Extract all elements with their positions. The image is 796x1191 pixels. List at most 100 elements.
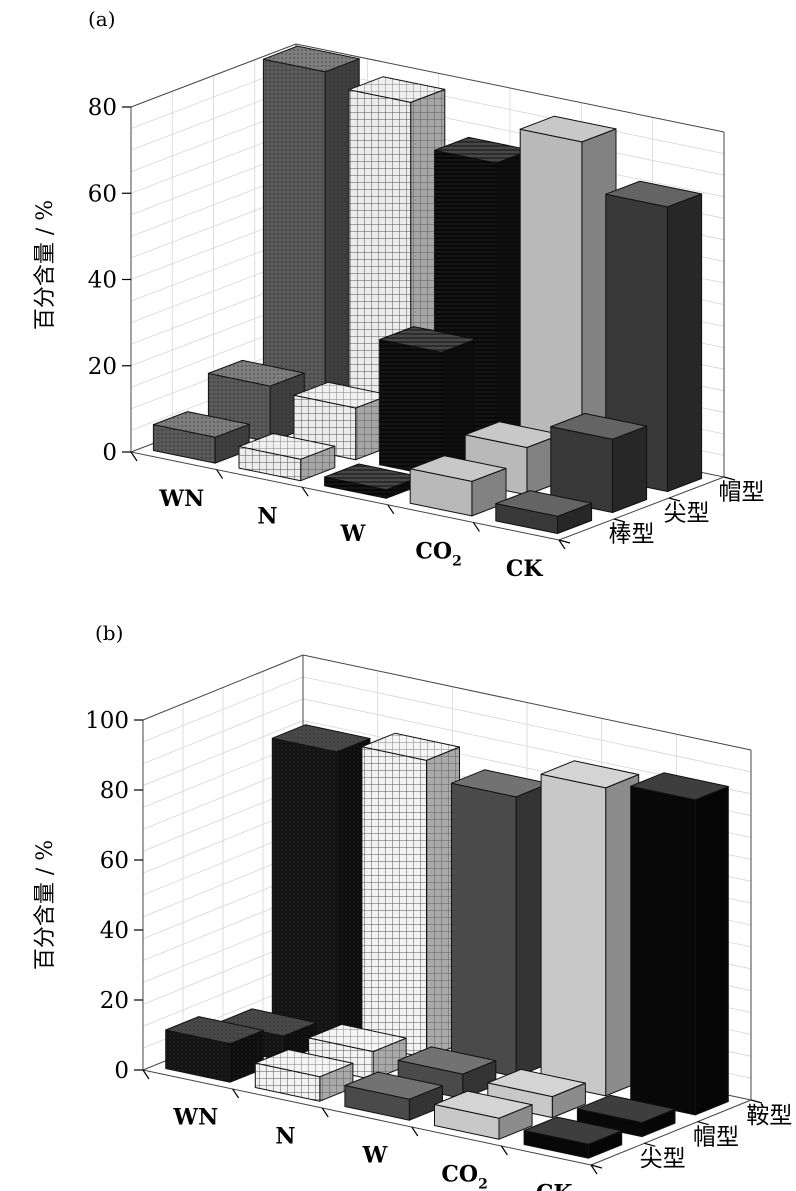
z-tick (613, 518, 626, 523)
z-tick-label: 帽型 (719, 480, 765, 506)
bar-texture (272, 724, 370, 752)
bar-texture (324, 464, 421, 490)
z-tick (750, 1099, 763, 1104)
y-tick-label: 60 (88, 181, 117, 207)
x-tick-label: N (275, 1124, 295, 1150)
bar-texture (239, 446, 301, 481)
y-tick-label: 20 (88, 354, 117, 380)
bar-texture (319, 1063, 353, 1102)
bar-WN-帽型 (262, 45, 360, 422)
y-tick-label: 0 (102, 440, 117, 466)
bar-texture (308, 1024, 407, 1052)
bar-N-鞍型 (361, 732, 460, 1059)
x-tick-label: WN (172, 1105, 218, 1131)
x-tick-label: CO2 (415, 539, 461, 570)
bar-texture (153, 411, 250, 438)
bar-texture (255, 1049, 353, 1077)
z-tick-label: 帽型 (693, 1125, 739, 1151)
z-tick-label: 鞍型 (746, 1103, 792, 1129)
x-tick-label: CO2 (441, 1162, 487, 1191)
bar-CO2-尖型 (434, 1090, 533, 1140)
z-tick (697, 1121, 709, 1126)
bar-WN-鞍型 (271, 724, 371, 1040)
x-tick (142, 1069, 150, 1080)
bar-texture (255, 1063, 320, 1102)
bar-top-face (540, 760, 640, 789)
x-tick (216, 469, 224, 479)
bar-texture (219, 1008, 317, 1037)
bar-CO2-尖型 (464, 421, 562, 496)
y-axis-title: 百分含量 / % (33, 200, 58, 330)
bar-CO2-棒型 (409, 455, 507, 517)
bar-WN-棒型 (152, 411, 250, 464)
y-tick-label: 20 (100, 988, 129, 1014)
z-tick-label: 棒型 (609, 522, 655, 548)
axis-frame-line (558, 476, 725, 541)
bar-top-face (487, 1068, 586, 1098)
bar-top-face (605, 180, 703, 208)
bar-top-face (550, 413, 648, 440)
axis-frame-line (130, 451, 560, 541)
z-tick (558, 539, 571, 544)
x-tick (472, 522, 480, 532)
axis-frame-line (590, 1099, 752, 1166)
bar-top-face (630, 772, 729, 801)
bar-texture (379, 326, 476, 353)
bar-texture (324, 477, 387, 499)
bar-texture (215, 424, 250, 464)
bar-texture (379, 339, 442, 478)
bar-front-face (540, 773, 607, 1097)
bar-texture (300, 446, 335, 481)
bar-texture (294, 382, 390, 408)
bar-N-帽型 (308, 1023, 407, 1081)
bar-top-face (344, 1071, 443, 1100)
bar-texture (434, 137, 531, 164)
bar-W-尖型 (379, 326, 476, 478)
axis-frame-line (130, 43, 297, 108)
bar-side-face (667, 193, 703, 492)
z-tick (644, 1142, 656, 1147)
y-axis-title: 百分含量 / % (33, 840, 58, 970)
bar-texture (263, 59, 326, 422)
bar-texture (361, 733, 460, 761)
bar-texture (208, 360, 305, 387)
x-tick (232, 1088, 240, 1099)
bar-texture (165, 1016, 264, 1044)
bar-texture (153, 424, 216, 464)
x-tick (321, 1107, 329, 1118)
bar-CK-帽型 (576, 1094, 676, 1138)
bar-side-face (694, 786, 729, 1116)
bar-W-帽型 (397, 1046, 497, 1100)
bar-CK-尖型 (523, 1116, 623, 1159)
y-tick-label: 40 (88, 268, 117, 294)
bar-N-棒型 (238, 433, 336, 482)
bar-side-face (612, 425, 648, 513)
x-tick-label: CK (536, 1181, 574, 1191)
bar-texture (272, 738, 337, 1039)
z-tick (668, 497, 681, 502)
bar-CK-鞍型 (630, 772, 729, 1116)
panel-label: (b) (95, 621, 123, 645)
axis-frame-line (142, 654, 304, 721)
y-tick-label: 0 (114, 1058, 129, 1084)
bar-N-尖型 (254, 1049, 354, 1102)
x-tick-label: WN (158, 486, 204, 512)
bar-top-face (409, 455, 507, 482)
bar-CO2-鞍型 (540, 760, 640, 1097)
bar-top-face (495, 490, 593, 517)
y-tick-label: 80 (100, 778, 129, 804)
x-tick-label: N (257, 503, 277, 529)
x-tick (590, 1164, 598, 1175)
bar-CK-棒型 (495, 490, 593, 534)
bar-texture (349, 76, 445, 103)
bar-front-face (451, 782, 517, 1078)
bar-CK-帽型 (605, 180, 703, 492)
z-tick-label: 尖型 (664, 501, 710, 527)
y-tick-label: 60 (100, 848, 129, 874)
bar-CO2-帽型 (487, 1068, 586, 1119)
x-tick (558, 539, 566, 550)
bar-CK-尖型 (550, 413, 648, 513)
axis-frame-line (302, 654, 752, 751)
